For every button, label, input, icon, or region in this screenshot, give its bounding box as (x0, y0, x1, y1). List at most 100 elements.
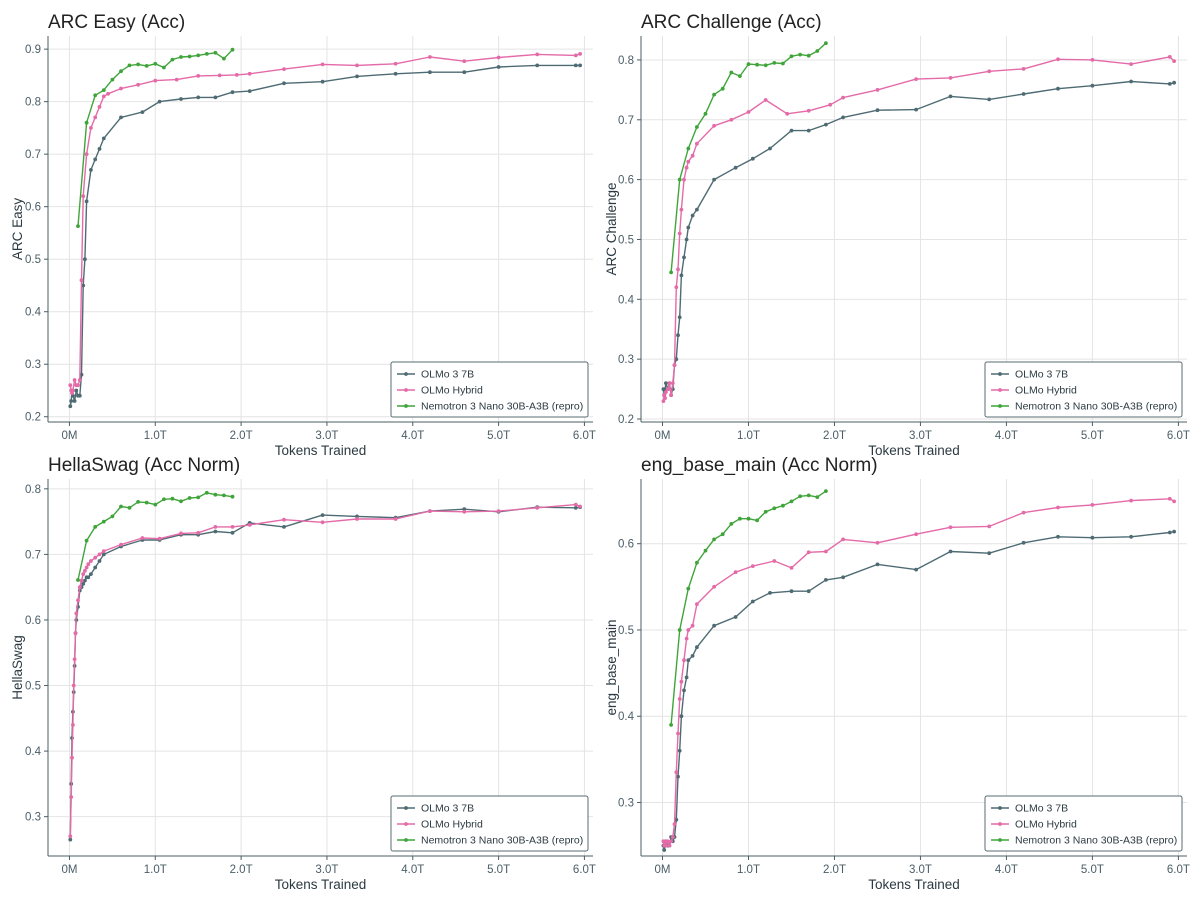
x-tick-label: 0M (655, 864, 671, 876)
data-point (578, 52, 582, 56)
data-point (1167, 496, 1172, 501)
x-tick-label: 2.0T (823, 864, 846, 876)
y-tick-label: 0.8 (25, 97, 41, 109)
data-point (101, 552, 106, 557)
y-tick-label: 0.4 (618, 294, 635, 306)
data-point (841, 115, 845, 120)
series-1 (661, 79, 1176, 397)
data-point (119, 86, 123, 91)
data-point (170, 496, 175, 501)
data-point (789, 566, 794, 570)
legend-swatch-marker (998, 822, 1002, 826)
data-point (841, 95, 845, 100)
data-point (578, 63, 582, 68)
data-point (948, 525, 953, 530)
series-2 (68, 52, 582, 395)
x-axis-label: Tokens Trained (275, 877, 367, 892)
data-point (729, 117, 734, 122)
data-point (667, 843, 672, 848)
data-point (684, 636, 689, 641)
data-point (462, 59, 467, 64)
y-tick-label: 0.8 (618, 55, 634, 67)
data-point (914, 77, 918, 81)
data-point (573, 505, 578, 510)
chart-title: HellaSwag (Acc Norm) (48, 455, 240, 476)
data-point (97, 105, 102, 109)
y-tick-label: 0.5 (25, 681, 41, 693)
data-point (196, 74, 201, 78)
data-point (875, 562, 880, 567)
series-3 (76, 47, 235, 229)
data-point (672, 363, 677, 367)
data-point (712, 123, 716, 128)
data-point (119, 69, 123, 74)
data-point (746, 62, 751, 66)
legend: OLMo 3 7B OLMo Hybrid Nemotron 3 Nano 30B-… (390, 361, 589, 418)
data-point (282, 517, 286, 522)
data-point (73, 631, 78, 635)
series-line (69, 64, 581, 407)
data-point (669, 839, 673, 844)
y-tick-label: 0.7 (618, 115, 634, 127)
data-point (690, 153, 695, 158)
data-point (89, 559, 93, 563)
data-point (320, 79, 325, 84)
data-point (144, 64, 149, 68)
data-point (72, 657, 77, 662)
data-point (712, 177, 716, 182)
data-point (676, 333, 680, 338)
data-point (746, 516, 751, 521)
data-point (815, 495, 820, 499)
data-point (679, 273, 684, 278)
data-point (690, 213, 695, 218)
data-point (677, 177, 682, 182)
x-tick-label: 6.0T (1167, 864, 1190, 876)
data-point (136, 82, 141, 87)
data-point (320, 513, 325, 517)
data-point (153, 61, 158, 66)
chart-panel-2: ARC Challenge (Acc) 0M 1.0T 2.0T 3.0T 4.0T 5.0… (604, 12, 1190, 458)
legend-swatch-marker (998, 806, 1002, 810)
data-point (672, 822, 677, 826)
data-point (179, 97, 183, 101)
y-tick-label: 0.3 (618, 354, 634, 366)
chart-panel-4: eng_base_main (Acc Norm) 0M 1.0T 2.0T 3.0T 4.… (604, 455, 1190, 892)
data-point (76, 578, 80, 582)
data-point (686, 658, 691, 663)
data-point (462, 70, 467, 75)
data-point (679, 714, 684, 719)
data-point (157, 99, 162, 104)
legend-swatch-marker (998, 372, 1002, 376)
x-tick-label: 5.0T (487, 430, 510, 442)
x-tick-label: 3.0T (909, 864, 932, 876)
data-point (669, 270, 673, 275)
legend-label: OLMo 3 7B (421, 369, 474, 381)
series-line (662, 498, 1175, 847)
data-point (573, 502, 578, 507)
data-point (496, 509, 501, 513)
data-point (68, 834, 73, 839)
data-point (738, 516, 742, 521)
data-point (247, 523, 252, 527)
data-point (81, 572, 86, 576)
x-tick-label: 2.0T (230, 864, 253, 876)
data-point (806, 128, 811, 133)
data-point (1172, 529, 1176, 534)
data-point (573, 53, 578, 58)
y-tick-label: 0.4 (618, 711, 635, 723)
y-tick-label: 0.7 (25, 549, 41, 561)
data-point (1129, 62, 1133, 66)
data-point (664, 390, 668, 394)
data-point (1129, 498, 1133, 503)
data-point (68, 837, 73, 842)
data-point (101, 549, 106, 553)
data-point (140, 110, 145, 114)
data-point (663, 839, 667, 844)
x-tick-label: 4.0T (401, 430, 424, 442)
data-point (97, 147, 102, 151)
data-point (76, 598, 80, 603)
data-point (93, 157, 98, 162)
data-point (230, 47, 235, 52)
data-point (789, 128, 794, 133)
data-point (763, 63, 768, 68)
